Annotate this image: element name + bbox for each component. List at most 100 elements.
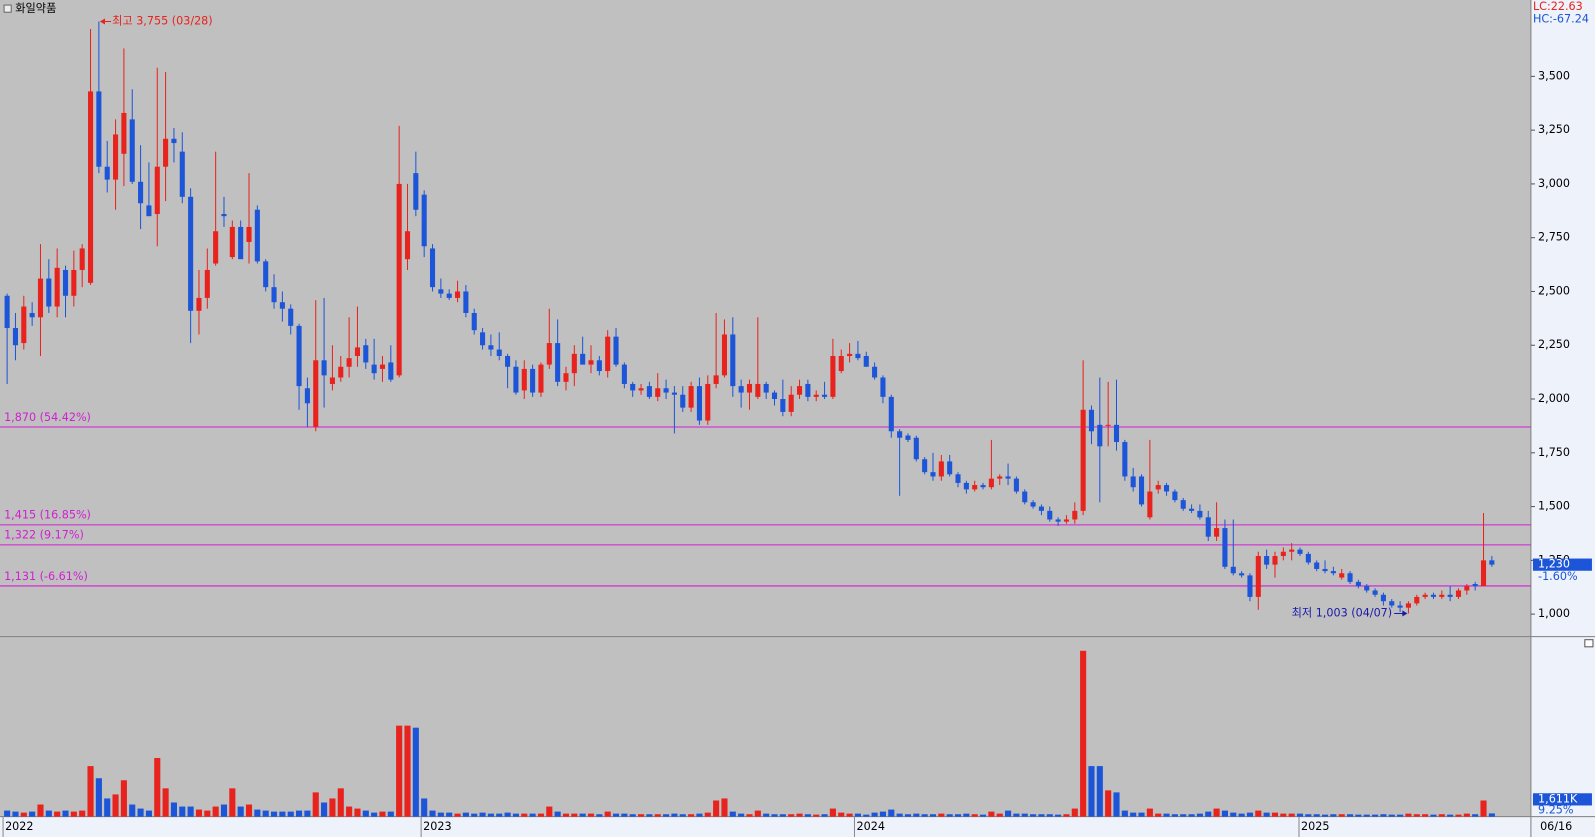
candle-body: [863, 355, 869, 367]
volume-bar: [1422, 814, 1429, 817]
volume-bar: [1121, 810, 1128, 817]
candle-body: [730, 334, 736, 387]
volume-bar: [1321, 814, 1329, 817]
volume-bar: [587, 813, 595, 817]
last-change-label: -1.60%: [1538, 570, 1578, 583]
volume-bar: [437, 812, 444, 817]
candle-body: [646, 386, 652, 397]
volume-bar: [471, 813, 478, 817]
volume-bar: [1355, 814, 1362, 817]
title-checkbox[interactable]: [3, 4, 12, 13]
candle-body: [1080, 409, 1086, 511]
y-tick-label: 2,000: [1538, 392, 1570, 405]
volume-bar: [329, 798, 336, 817]
volume-bar: [1238, 813, 1245, 817]
candle-body: [763, 383, 769, 393]
chart-title: 화일약품: [15, 1, 56, 15]
volume-bar: [479, 812, 486, 817]
candle-body: [788, 394, 794, 412]
candle-body: [404, 231, 411, 260]
volume-bar: [537, 813, 545, 817]
candle-body: [630, 383, 636, 391]
x-tick-label: 06/16: [1540, 820, 1572, 833]
volume-bar: [529, 813, 536, 817]
volume-bar: [1205, 811, 1212, 817]
volume-bar: [1255, 810, 1262, 817]
candle-body: [438, 289, 444, 294]
volume-bar: [446, 812, 453, 817]
candle-body: [1430, 594, 1437, 597]
candle-body: [1255, 556, 1261, 597]
volume-bar: [1130, 812, 1137, 817]
volume-bar: [454, 813, 461, 817]
volume-bar: [1296, 813, 1304, 817]
candle-body: [87, 91, 94, 283]
panel-button[interactable]: [1584, 639, 1594, 648]
candle-body: [997, 476, 1003, 479]
volume-bar: [1213, 808, 1220, 817]
y-tick-label: 2,750: [1538, 231, 1570, 244]
candle-body: [62, 269, 69, 296]
candle-body: [79, 248, 85, 270]
candle-body: [1297, 549, 1303, 554]
volume-bar: [220, 804, 228, 817]
volume-bar: [1096, 766, 1103, 817]
volume-bar: [304, 810, 311, 817]
volume-bar: [270, 811, 278, 817]
annotation-arrowhead: [1402, 610, 1408, 617]
last-volume-label: 1,611K: [1538, 792, 1578, 805]
candle-body: [1480, 560, 1487, 587]
volume-bar: [704, 812, 711, 817]
volume-bar: [254, 809, 261, 817]
volume-bar: [1313, 814, 1320, 817]
volume-bar: [863, 814, 870, 817]
candle-body: [938, 461, 944, 477]
volume-bar: [229, 788, 236, 817]
candle-body: [346, 358, 352, 367]
volume-bar: [312, 792, 319, 817]
candle-body: [1113, 424, 1120, 443]
candle-body: [313, 360, 319, 427]
candle-body: [972, 485, 978, 490]
volume-bar: [904, 814, 912, 817]
volume-bar: [829, 808, 836, 817]
volume-bar: [696, 813, 703, 817]
candle-body: [71, 269, 77, 296]
volume-bar: [663, 814, 670, 817]
candle-body: [338, 366, 344, 378]
volume-bar: [871, 812, 878, 817]
y-tick-label: 2,250: [1538, 338, 1570, 351]
candle-body: [1422, 594, 1428, 597]
candle-body: [21, 306, 27, 344]
candle-body: [213, 231, 219, 264]
candle-body: [855, 353, 861, 359]
candle-body: [905, 435, 911, 440]
candle-body: [663, 388, 669, 393]
candle-body: [429, 248, 436, 288]
candle-body: [872, 366, 878, 378]
candle-body: [1339, 573, 1345, 578]
candle-body: [705, 383, 711, 421]
volume-bar: [179, 806, 186, 817]
volume-bar: [1180, 814, 1187, 817]
candle-body: [638, 388, 644, 391]
volume-bar: [796, 813, 803, 817]
candle-body: [1289, 549, 1295, 552]
candle-body: [721, 334, 728, 376]
candle-body: [171, 138, 177, 144]
volume-bar: [170, 802, 177, 817]
volume-bar: [54, 811, 61, 817]
candle-body: [1005, 476, 1011, 479]
volume-bar: [1363, 814, 1370, 817]
volume-bar: [763, 813, 770, 817]
candle-body: [680, 394, 686, 408]
candle-body: [204, 269, 210, 298]
volume-bar: [37, 804, 44, 817]
candle-body: [221, 214, 227, 217]
volume-bar: [1030, 814, 1037, 817]
volume-bar: [788, 814, 795, 817]
candle-body: [1197, 510, 1203, 518]
candle-body: [538, 364, 544, 393]
candle-body: [1138, 476, 1145, 505]
